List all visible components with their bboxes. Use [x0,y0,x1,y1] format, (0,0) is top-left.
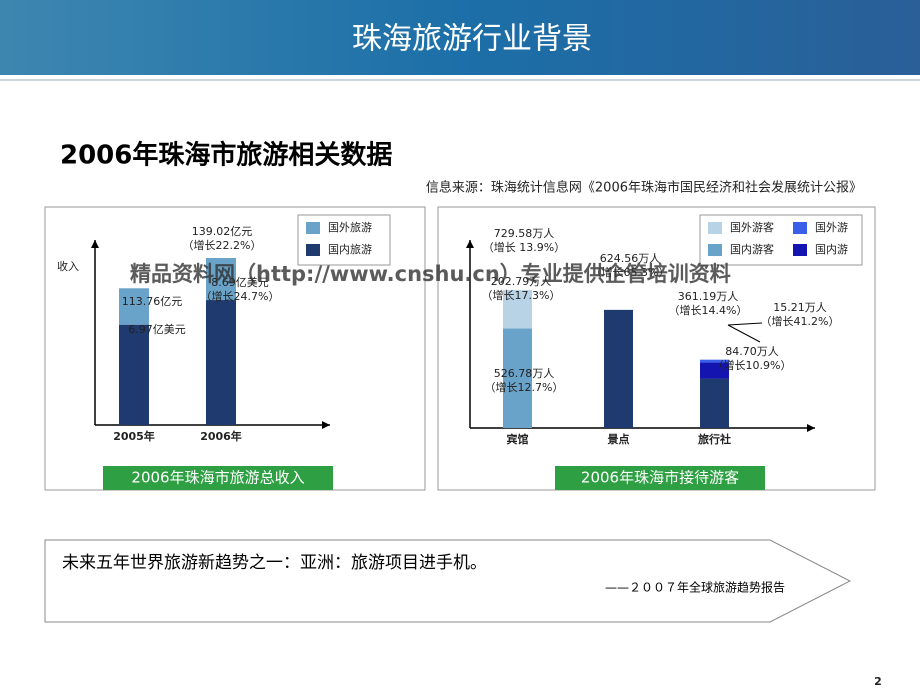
annotation: 8.69亿美元 [211,276,269,289]
legend-swatch [793,222,807,234]
source: 信息来源：珠海统计信息网《2006年珠海市国民经济和社会发展统计公报》 [426,180,862,196]
legend-swatch [708,244,722,256]
annotation-note: （增长41.2%） [761,314,840,328]
legend-label: 国外旅游 [328,220,372,234]
axis-arrow [91,240,99,248]
page-number: 2 [874,675,882,688]
legend-label: 国外游 [815,221,848,234]
legend-label: 国内旅游 [328,242,372,256]
callout-box [44,539,852,623]
axis-arrow [466,240,474,248]
bar-segment [700,378,729,428]
annotation: 139.02亿元 [192,225,253,238]
header-bar [0,0,920,75]
watermark: 精品资料网（http://www.cnshu.cn）专业提供企管培训资料 [130,262,731,286]
caption: 2006年珠海市接待游客 [581,469,739,487]
bar-segment [119,288,149,325]
annotation: 624.56万人 [600,252,661,265]
arrow [727,324,761,343]
annotation-note: （增长10.9%） [713,358,792,372]
annotation-note: （增长 13.9%） [483,240,565,254]
annotation-note: （增长17.3%） [482,288,561,302]
heading: 2006年珠海市旅游相关数据 [60,140,392,171]
axis-arrow [807,424,815,432]
legend-swatch [306,244,320,256]
caption-box [103,466,333,490]
x-tick-label: 宾馆 [507,432,529,446]
bar-segment [700,359,729,363]
annotation: 6.97亿美元 [128,323,186,336]
annotation-note: （增长24.7%） [201,289,280,303]
annotation: 526.78万人 [494,367,555,380]
x-tick-label: 2005年 [113,429,155,443]
caption: 2006年珠海市旅游总收入 [131,469,304,487]
annotation: 84.70万人 [725,345,779,358]
legend-label: 国外游客 [730,220,774,234]
annotation: 15.21万人 [773,301,827,314]
annotation: 729.58万人 [494,227,555,240]
bar-segment [503,328,532,428]
bar-segment [604,309,633,428]
header-title: 珠海旅游行业背景 [352,22,592,57]
x-tick-label: 2006年 [200,429,242,443]
bar-segment [206,300,236,425]
caption-box [555,466,765,490]
axis-arrow [322,421,330,429]
legend-label: 国内游 [815,242,848,256]
annotation: 361.19万人 [678,290,739,303]
bar-segment [700,362,729,379]
annotation: 113.76亿元 [122,295,183,308]
bar-segment [119,324,149,425]
annotation-note: （增长12.7%） [485,380,564,394]
bar-segment [503,290,532,329]
annotation: 202.79万人 [491,275,552,288]
legend-box [699,214,863,266]
arrow [727,322,763,326]
y-axis-label: 收入 [57,259,79,273]
annotation-note: （增长22.2%） [183,238,262,252]
callout-text: 未来五年世界旅游新趋势之一：亚洲：旅游项目进手机。 [62,553,487,573]
legend-swatch [306,222,320,234]
callout-cite: ——２００７年全球旅游趋势报告 [605,580,785,595]
legend-label: 国内游客 [730,242,774,256]
x-tick-label: 景点 [607,432,630,446]
legend-swatch [793,244,807,256]
annotation-note: （增长14.4%） [669,303,748,317]
bar-segment [206,258,236,301]
annotation-note: （增长65.3%） [591,265,670,279]
x-tick-label: 旅行社 [698,432,731,446]
legend-swatch [708,222,722,234]
